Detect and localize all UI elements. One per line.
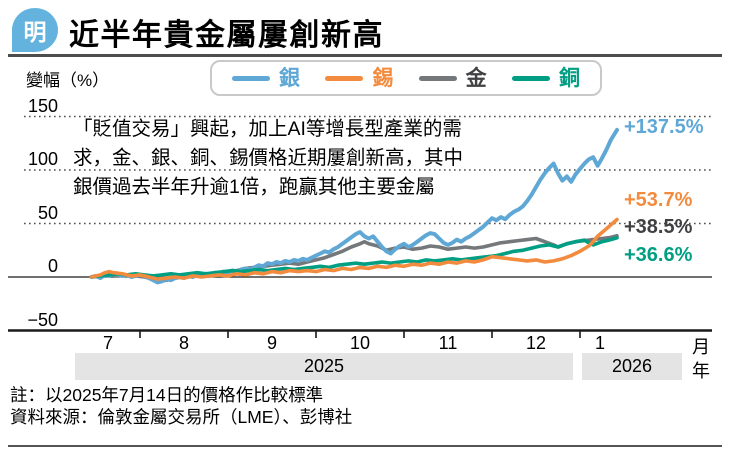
month-label-7: 7 [102,333,113,353]
legend-label-tin: 錫 [372,66,394,90]
month-label-12: 12 [525,333,547,353]
month-label-11: 11 [438,333,458,353]
legend-item-copper: 銅 [511,66,580,90]
series-line-銅 [89,236,619,279]
copper-line-swatch [511,75,550,81]
legend-label-copper: 銅 [558,66,580,90]
y-tick-label--50: −50 [27,309,58,330]
end-label-錫: +53.7% [624,189,693,211]
year-band-2026-label: 2026 [611,356,653,376]
end-label-銀: +137.5% [624,116,704,138]
month-label-8: 8 [178,333,189,353]
series-line-金 [89,234,619,284]
source-note: 資料來源：倫敦金屬交易所（LME）、彭博社 [10,407,353,427]
series-line-錫 [89,217,619,281]
end-label-金: +38.5% [624,216,693,238]
y-tick-label-150: 150 [27,95,58,116]
legend-label-gold: 金 [465,66,487,90]
month-label-10: 10 [349,333,371,353]
chart-legend: 銀 錫 金 銅 [210,60,602,96]
legend-item-gold: 金 [418,66,487,90]
comparison-note: 註：以2025年7月14日的價格作比較標準 [10,385,324,405]
year-band-2025: 2025 [75,353,573,380]
gold-line-swatch [418,75,457,81]
legend-item-silver: 銀 [232,68,300,89]
page-title: 近半年貴金屬屢創新高 [69,19,384,52]
month-label-9: 9 [266,333,277,353]
legend-item-tin: 錫 [325,68,393,89]
chart-annotation: 「貶值交易」興起，加上AI等增長型產業的需 求，金、銀、銅、錫價格近期屢創新高，… [73,115,583,202]
y-axis-title: 變幅（%） [26,71,110,90]
mingpao-logo: 明 [12,8,58,52]
annotation-line-2: 求，金、銀、銅、錫價格近期屢創新高，其中 [73,147,464,169]
month-label-1: 1 [594,333,605,353]
year-band-2025-label: 2025 [303,356,345,376]
y-tick-label-100: 100 [27,149,58,169]
silver-line-swatch [232,75,270,81]
year-band-2026: 2026 [582,353,682,380]
end-label-銅: +36.6% [624,244,693,266]
mingpao-logo-glyph: 明 [23,19,47,45]
annotation-line-3: 銀價過去半年升逾1倍，跑贏其他主要金屬 [73,176,435,198]
x-axis-unit-year: 年 [692,361,710,381]
tin-line-swatch [325,75,364,81]
y-tick-label-50: 50 [37,202,58,223]
y-tick-label-0: 0 [47,256,58,276]
footer-notes: 註：以2025年7月14日的價格作比較標準 資料來源：倫敦金屬交易所（LME）、… [10,384,352,428]
header-divider [8,54,722,57]
footer-divider [8,445,722,447]
legend-label-silver: 銀 [279,66,300,90]
x-axis-unit-month: 月 [692,337,710,357]
annotation-line-1: 「貶值交易」興起，加上AI等增長型產業的需 [73,118,462,140]
